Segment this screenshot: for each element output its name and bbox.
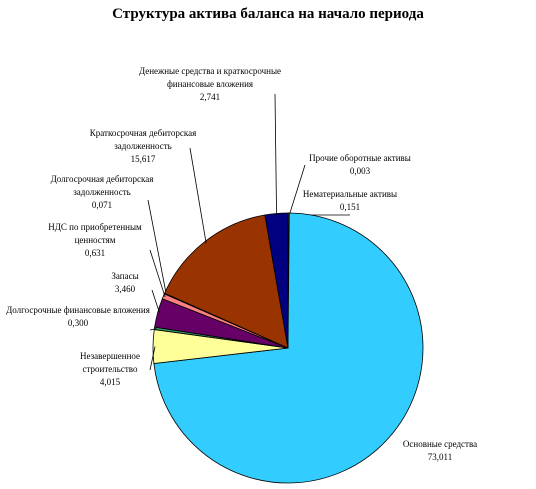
leader-line [288,164,306,216]
slice-label: Денежные средства и краткосрочные финанс… [138,66,282,89]
leader-line [189,147,207,244]
slice-value: 0,071 [91,200,113,210]
leader-line [151,289,161,314]
slice-label: Краткосрочная дебиторская задолженность [89,128,197,151]
leader-line [149,328,157,331]
slice-value: 0,631 [84,248,106,258]
leader-line [147,199,167,295]
pie-slice [153,212,424,484]
slice-label: Запасы [111,271,139,281]
slice-label: Основные средства [402,439,478,449]
leader-line [274,93,277,216]
slice-value: 4,015 [99,377,121,387]
slice-value: 0,003 [349,166,371,176]
slice-label: Незавершенное строительство [79,351,140,374]
leader-line [149,346,156,371]
slice-label: Долгосрочная дебиторская задолженность [50,174,154,197]
slice-label: Прочие оборотные активы [309,153,411,163]
slice-value: 15,617 [130,154,156,164]
slice-value: 3,460 [114,284,136,294]
chart-title: Структура актива баланса на начало перио… [112,6,424,22]
slice-value: 73,011 [427,452,453,462]
slice-label: Нематериальные активы [302,189,398,199]
pie-slice [164,214,289,349]
slice-label: Долгосрочные финансовые вложения [6,305,150,315]
slice-label: НДС по приобретенным ценностям [48,222,142,245]
slice-value: 0,151 [339,202,361,212]
slice-value: 2,741 [199,92,221,102]
slice-value: 0,300 [67,318,89,328]
leader-line [149,249,166,298]
